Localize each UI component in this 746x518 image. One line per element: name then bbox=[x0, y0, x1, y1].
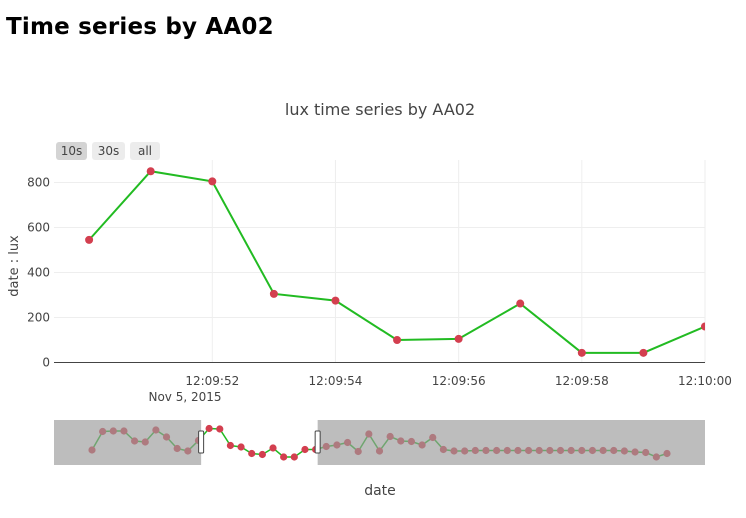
series-line bbox=[88, 170, 705, 354]
x-tick-label: 12:09:54 bbox=[309, 374, 363, 388]
page-heading: Time series by AA02 bbox=[6, 14, 274, 40]
y-tick-label: 400 bbox=[27, 266, 50, 280]
series-lux bbox=[85, 167, 705, 357]
range-slider-point bbox=[216, 425, 224, 433]
range-slider-point bbox=[280, 453, 288, 461]
range-button-all[interactable]: all bbox=[130, 142, 160, 160]
data-point bbox=[577, 348, 586, 357]
y-axis-title: date : lux bbox=[7, 235, 22, 297]
y-tick-label: 600 bbox=[27, 221, 50, 235]
range-slider-point bbox=[290, 453, 298, 461]
range-button-30s[interactable]: 30s bbox=[92, 142, 125, 160]
range-slider-point bbox=[226, 441, 235, 450]
range-button-10s[interactable]: 10s bbox=[56, 142, 87, 160]
date-label: Nov 5, 2015 bbox=[148, 390, 221, 404]
data-point bbox=[454, 334, 463, 343]
y-axis-ticks: 0 200 400 600 800 bbox=[27, 176, 50, 370]
range-button-label: 30s bbox=[98, 144, 120, 158]
chart-title: lux time series by AA02 bbox=[285, 100, 475, 119]
range-slider-point bbox=[269, 444, 277, 452]
y-tick-label: 0 bbox=[42, 356, 50, 370]
range-slider-handle[interactable] bbox=[198, 430, 205, 454]
range-slider[interactable] bbox=[54, 420, 705, 465]
range-button-label: 10s bbox=[61, 144, 83, 158]
y-tick-label: 200 bbox=[27, 311, 50, 325]
range-slider-point bbox=[205, 424, 213, 433]
data-point bbox=[85, 235, 94, 244]
data-point bbox=[331, 296, 340, 305]
data-point bbox=[208, 177, 217, 186]
x-tick-label: 12:10:00 bbox=[678, 374, 732, 388]
range-button-label: all bbox=[138, 144, 152, 158]
x-axis-ticks: 12:09:52 12:09:54 12:09:56 12:09:58 12:10:00 bbox=[185, 374, 732, 388]
data-point bbox=[393, 336, 402, 344]
data-point bbox=[269, 289, 278, 298]
data-point bbox=[639, 348, 648, 357]
range-slider-point bbox=[237, 443, 245, 451]
y-tick-label: 800 bbox=[27, 176, 50, 190]
range-slider-point bbox=[301, 445, 309, 454]
x-tick-label: 12:09:58 bbox=[555, 374, 609, 388]
range-slider-handle[interactable] bbox=[314, 430, 321, 454]
range-slider-point bbox=[248, 449, 256, 458]
range-slider-point bbox=[258, 450, 266, 459]
x-tick-label: 12:09:52 bbox=[185, 374, 239, 388]
range-slider-mask-right bbox=[317, 420, 705, 465]
x-tick-label: 12:09:56 bbox=[432, 374, 486, 388]
data-point bbox=[701, 322, 705, 331]
grid-lines bbox=[54, 160, 706, 363]
data-point bbox=[146, 167, 155, 176]
x-axis-title: date bbox=[364, 483, 396, 499]
range-selector: 10s 30s all bbox=[56, 142, 160, 160]
range-slider-mask-left bbox=[54, 420, 202, 465]
data-point bbox=[516, 299, 525, 308]
